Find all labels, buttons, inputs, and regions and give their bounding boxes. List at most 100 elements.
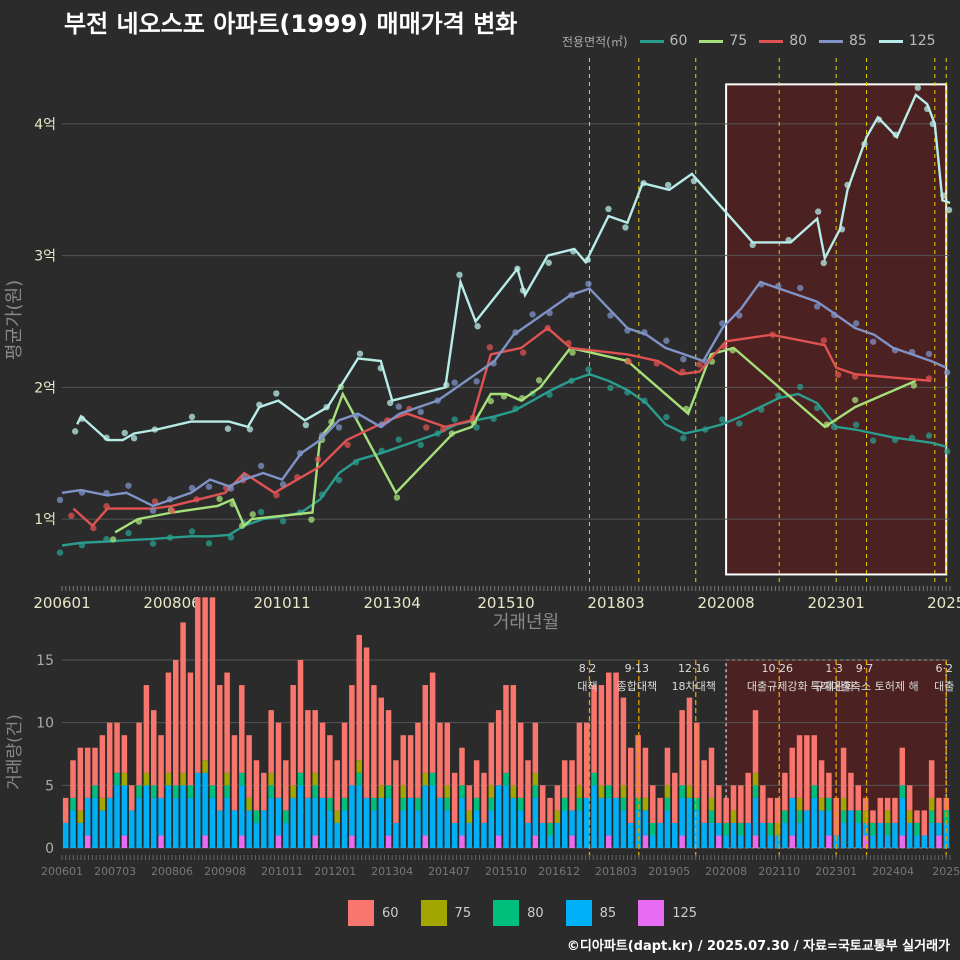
bar-legend-item-125[interactable]: 125 — [638, 900, 697, 926]
bar-segment-60 — [195, 597, 201, 773]
bar-segment-85 — [327, 810, 333, 848]
bar-segment-60 — [275, 722, 282, 798]
bar-segment-85 — [261, 810, 267, 848]
bar-segment-85 — [547, 835, 553, 848]
bar-x-tick-label: 200806 — [151, 865, 193, 878]
legend-item-60[interactable]: 60 — [639, 33, 687, 49]
bar-segment-85 — [451, 822, 458, 848]
bar-legend-box-80 — [493, 900, 520, 926]
x-tick-label: 201011 — [253, 594, 310, 612]
bar-y-tick-label: 0 — [45, 841, 54, 857]
bar-segment-85 — [495, 785, 502, 836]
bar-segment-75 — [400, 785, 407, 798]
bar-segment-60 — [613, 672, 619, 798]
bar-segment-60 — [407, 735, 414, 798]
bar-segment-60 — [268, 710, 274, 773]
bar-segment-80 — [576, 797, 583, 811]
data-point-85 — [125, 482, 132, 489]
data-point-125 — [605, 205, 612, 213]
data-point-80 — [68, 512, 75, 519]
bar-segment-85 — [716, 822, 722, 836]
bar-segment-60 — [415, 722, 421, 798]
bar-segment-85 — [114, 785, 120, 848]
y-tick-label: 3억 — [34, 249, 56, 265]
bar-segment-60 — [877, 797, 884, 823]
bar-segment-125 — [605, 835, 612, 848]
bar-segment-60 — [716, 785, 722, 823]
bar-segment-85 — [209, 797, 216, 848]
bar-segment-85 — [914, 835, 920, 848]
bar-segment-75 — [180, 772, 186, 786]
bar-segment-60 — [378, 697, 384, 786]
bar-legend-item-85[interactable]: 85 — [565, 900, 616, 926]
bar-segment-85 — [341, 810, 348, 848]
data-point-80 — [151, 498, 159, 505]
bar-legend-item-60[interactable]: 60 — [348, 900, 399, 926]
bar-segment-85 — [187, 797, 194, 848]
bar-segment-125 — [385, 835, 392, 848]
bar-segment-85 — [517, 810, 524, 848]
bar-segment-60 — [642, 747, 649, 798]
bar-segment-60 — [650, 785, 656, 823]
bar-segment-75 — [268, 772, 274, 786]
bar-segment-80 — [782, 810, 788, 823]
data-point-85 — [529, 311, 536, 318]
bar-segment-85 — [356, 785, 362, 848]
bar-segment-125 — [349, 835, 355, 848]
bar-segment-125 — [899, 835, 906, 848]
bar-segment-60 — [209, 597, 216, 786]
bar-legend-box-60 — [348, 900, 374, 926]
bar-segment-60 — [789, 747, 795, 798]
bar-segment-125 — [679, 835, 685, 848]
bar-segment-85 — [422, 785, 429, 836]
y-tick-label: 2억 — [34, 380, 56, 396]
data-point-60 — [736, 420, 743, 427]
bar-segment-125 — [569, 835, 575, 848]
bar-segment-85 — [738, 835, 744, 848]
bar-segment-60 — [620, 697, 627, 786]
bar-segment-80 — [488, 797, 495, 811]
bar-segment-60 — [106, 722, 113, 798]
bar-segment-60 — [297, 660, 304, 773]
data-point-75 — [216, 495, 223, 503]
bar-segment-60 — [363, 647, 370, 798]
bar-segment-75 — [642, 797, 649, 811]
legend-swatch-75 — [699, 39, 724, 43]
bar-segment-80 — [70, 797, 76, 811]
bar-segment-60 — [371, 685, 377, 798]
bar-segment-60 — [884, 797, 891, 811]
bar-segment-80 — [694, 797, 700, 811]
legend-item-125[interactable]: 125 — [878, 33, 936, 49]
bar-segment-60 — [341, 722, 348, 798]
bar-segment-85 — [349, 785, 355, 836]
legend-item-75[interactable]: 75 — [699, 33, 747, 49]
data-point-60 — [663, 413, 670, 421]
bar-segment-85 — [796, 822, 803, 848]
bar-segment-60 — [503, 685, 509, 773]
data-point-80 — [486, 344, 494, 351]
bar-segment-85 — [642, 810, 649, 836]
bar-segment-85 — [539, 822, 546, 848]
bar-segment-80 — [297, 772, 304, 786]
legend-item-80[interactable]: 80 — [759, 33, 807, 49]
bar-segment-85 — [488, 810, 495, 848]
bar-legend-item-75[interactable]: 75 — [420, 900, 471, 926]
data-point-60 — [205, 540, 213, 547]
bar-legend-item-80[interactable]: 80 — [493, 900, 544, 926]
legend-item-85[interactable]: 85 — [819, 33, 867, 49]
bar-segment-75 — [143, 772, 150, 786]
bar-segment-85 — [774, 835, 781, 848]
bar-segment-125 — [422, 835, 429, 848]
data-point-60 — [797, 383, 804, 391]
bar-segment-85 — [936, 822, 942, 836]
data-point-75 — [308, 516, 315, 523]
bar-segment-80 — [253, 810, 260, 823]
bar-segment-85 — [628, 822, 634, 848]
data-point-125 — [121, 429, 128, 437]
bar-segment-85 — [569, 810, 575, 836]
bar-segment-60 — [605, 672, 612, 786]
bar-segment-85 — [884, 835, 891, 848]
bar-segment-85 — [804, 810, 810, 848]
policy-label-sub: 규제완화 — [814, 680, 854, 693]
